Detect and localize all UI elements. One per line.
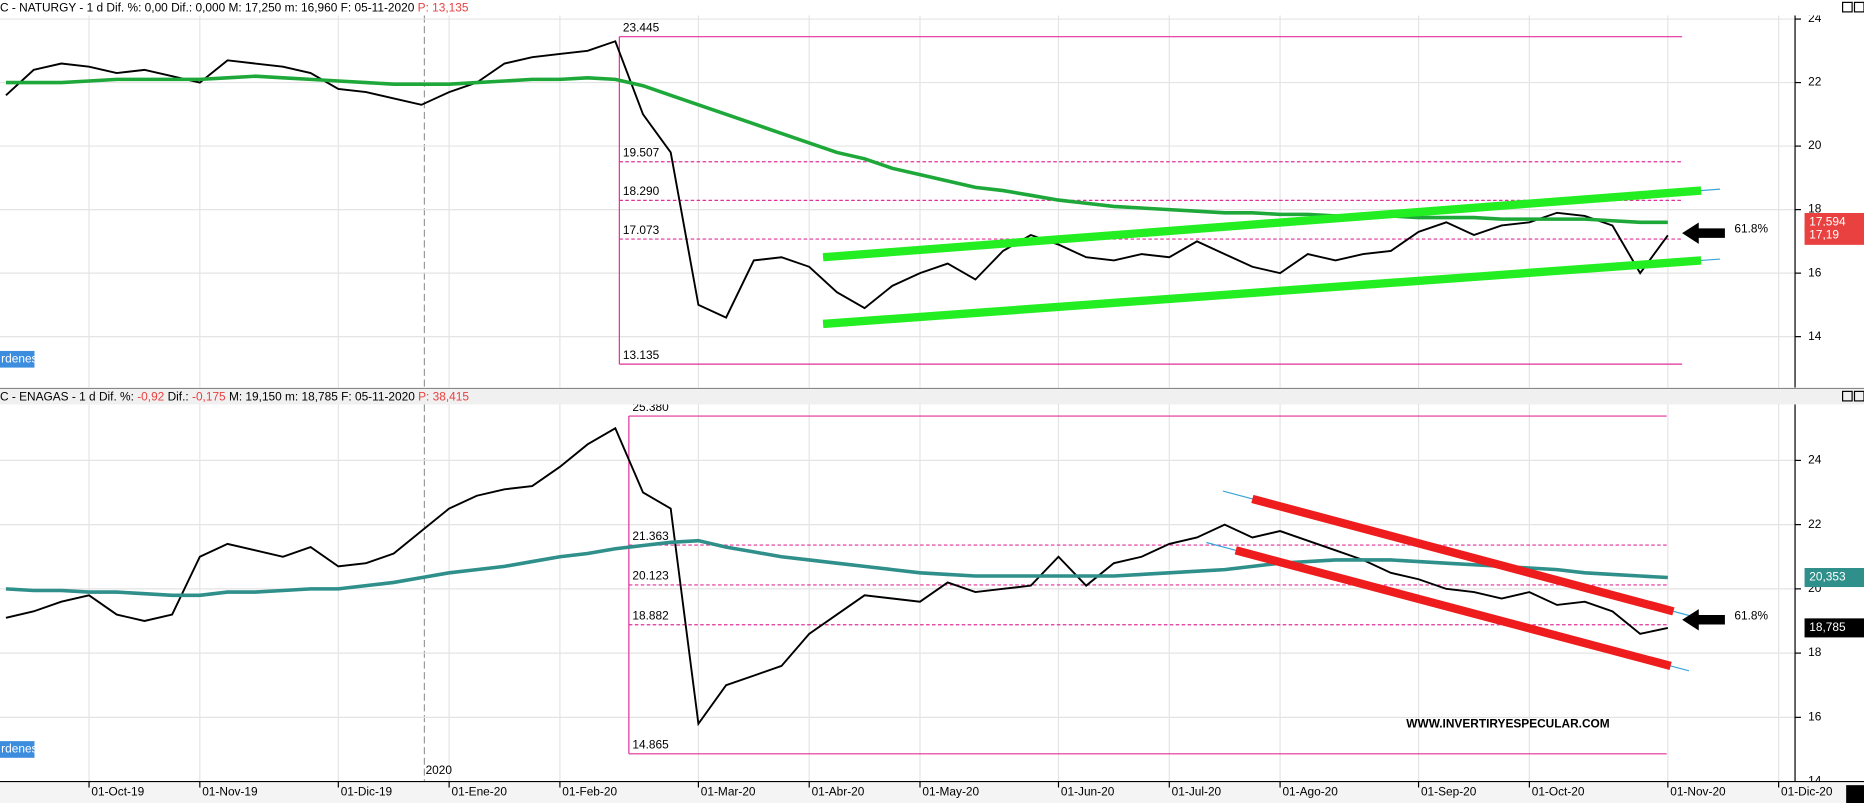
- header-segment: P: 38,415: [415, 389, 470, 403]
- fib-level-label: 21.363: [632, 529, 669, 543]
- x-tick-label: 01-Jun-20: [1061, 784, 1115, 798]
- header-segment: -0,92: [137, 389, 164, 403]
- fib-level-label: 23.445: [623, 20, 660, 34]
- y-tick-label: 14: [1808, 329, 1822, 343]
- x-tick-label: 01-Oct-19: [91, 784, 144, 798]
- window-button: [1853, 1, 1864, 13]
- annotation-arrow: [1682, 222, 1725, 244]
- window-button: [1842, 390, 1853, 402]
- y-tick-label: 22: [1808, 75, 1821, 89]
- corner-box: [1846, 785, 1864, 803]
- trend-line: [822, 256, 1702, 329]
- trend-line: [1251, 494, 1675, 616]
- header-bar: [0, 389, 1864, 405]
- annotation-arrow: [1682, 609, 1725, 631]
- y-tick-label: 18: [1808, 202, 1822, 216]
- x-tick-label: 01-Dic-20: [1781, 784, 1833, 798]
- moving-average: [5, 538, 1668, 598]
- x-tick-label: 01-Nov-20: [1670, 784, 1726, 798]
- x-tick-label: 01-Ene-20: [451, 784, 507, 798]
- price-tag-label: 20,353: [1809, 570, 1846, 584]
- orders-button-label: rdenes: [1, 742, 37, 756]
- trend-line: [1234, 546, 1672, 670]
- x-tick-label: 01-Abr-20: [812, 784, 865, 798]
- price-tag: [1804, 618, 1864, 638]
- header-segment: C - NATURGY - 1 d Dif. %: 0,00 Dif.: 0,0…: [0, 0, 415, 14]
- price-tag-label: 18,785: [1809, 620, 1846, 634]
- price-tag-label: 17,594: [1809, 215, 1846, 229]
- header: C - ENAGAS - 1 d Dif. %: -0,92 Dif.: -0,…: [0, 389, 469, 403]
- header-segment: M: 19,150 m: 18,785 F: 05-11-2020: [226, 389, 416, 403]
- price-tag: [1804, 568, 1864, 588]
- fib-level-label: 14.865: [632, 738, 669, 752]
- annotation: 61.8%: [1734, 608, 1768, 622]
- fib-level-label: 19.507: [623, 146, 659, 160]
- window-button: [1842, 1, 1853, 13]
- fib-level-label: 20.123: [632, 569, 669, 583]
- y-tick-label: 16: [1808, 265, 1822, 279]
- y-tick-label: 20: [1808, 138, 1822, 152]
- header-segment: P: 13,135: [414, 0, 469, 14]
- price-tag: [1804, 225, 1864, 245]
- header-segment: C - ENAGAS - 1 d Dif. %:: [0, 389, 137, 403]
- x-tick-label: 01-Jul-20: [1172, 784, 1222, 798]
- x-tick-label: 01-Feb-20: [562, 784, 617, 798]
- x-tick-label: 01-Mar-20: [701, 784, 756, 798]
- price-line: [5, 426, 1669, 727]
- orders-button[interactable]: [0, 741, 35, 758]
- y-tick-label: 18: [1808, 645, 1822, 659]
- price-tag-label: 17,19: [1809, 227, 1839, 241]
- x-tick-label: 01-Oct-20: [1532, 784, 1585, 798]
- x-tick-label: 01-Sep-20: [1421, 784, 1477, 798]
- x-tick-label: 01-Nov-19: [202, 784, 258, 798]
- annotation: 61.8%: [1734, 222, 1768, 236]
- orders-button-label: rdenes: [1, 351, 37, 365]
- trend-line: [822, 186, 1702, 262]
- fib-level-label: 17.073: [623, 223, 660, 237]
- y-tick-label: 22: [1808, 517, 1821, 531]
- price-line: [5, 40, 1669, 319]
- x-tick-label: 01-Ago-20: [1282, 784, 1338, 798]
- orders-button[interactable]: [0, 350, 35, 368]
- header-bar: [0, 0, 1864, 16]
- fib-level-label: 18.882: [632, 609, 668, 623]
- fib-level-label: 18.290: [623, 184, 660, 198]
- header-segment: -0,175: [192, 389, 226, 403]
- window-button: [1853, 390, 1864, 402]
- watermark: WWW.INVERTIRYESPECULAR.COM: [1406, 717, 1609, 731]
- x-axis-band: [0, 781, 1864, 803]
- fib-level-label: 13.135: [623, 348, 660, 362]
- x-tick-label: 01-Dic-19: [341, 784, 393, 798]
- x-tick-label: 01-May-20: [922, 784, 979, 798]
- y-tick-label: 16: [1808, 709, 1822, 723]
- y-tick-label: 24: [1808, 453, 1822, 467]
- year-label: 2020: [426, 763, 453, 777]
- header: C - NATURGY - 1 d Dif. %: 0,00 Dif.: 0,0…: [0, 0, 469, 14]
- header-segment: Dif.:: [164, 389, 192, 403]
